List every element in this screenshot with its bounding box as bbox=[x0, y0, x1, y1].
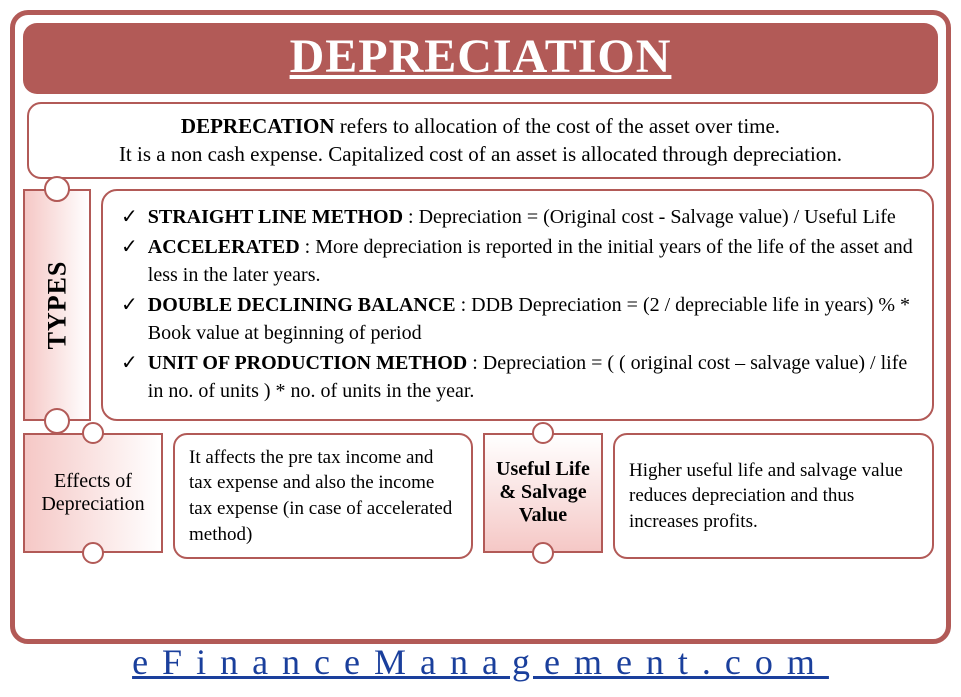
check-icon: ✓ bbox=[121, 203, 138, 231]
types-section: TYPES ✓ STRAIGHT LINE METHOD : Depreciat… bbox=[23, 189, 934, 421]
ticket-notch bbox=[44, 176, 70, 202]
ticket-notch bbox=[82, 542, 104, 564]
effects-label-ticket: Effects of Depreciation bbox=[23, 433, 163, 553]
ticket-notch bbox=[532, 422, 554, 444]
definition-box: DEPRECATION refers to allocation of the … bbox=[27, 102, 934, 179]
types-label: TYPES bbox=[42, 260, 72, 349]
type-item: ✓ STRAIGHT LINE METHOD : Depreciation = … bbox=[121, 203, 914, 231]
useful-text: Higher useful life and salvage value red… bbox=[629, 458, 918, 535]
useful-description: Higher useful life and salvage value red… bbox=[613, 433, 934, 560]
effects-label: Effects of Depreciation bbox=[33, 470, 153, 516]
ticket-notch bbox=[44, 408, 70, 434]
type-item: ✓ UNIT OF PRODUCTION METHOD : Depreciati… bbox=[121, 349, 914, 405]
definition-bold: DEPRECATION bbox=[181, 114, 335, 138]
check-icon: ✓ bbox=[121, 349, 138, 405]
types-content: ✓ STRAIGHT LINE METHOD : Depreciation = … bbox=[101, 189, 934, 421]
footer-link[interactable]: eFinanceManagement.com bbox=[0, 641, 961, 683]
type-item: ✓ DOUBLE DECLINING BALANCE : DDB Depreci… bbox=[121, 291, 914, 347]
ticket-notch bbox=[532, 542, 554, 564]
useful-label: Useful Life & Salvage Value bbox=[493, 458, 593, 527]
types-label-ticket: TYPES bbox=[23, 189, 91, 421]
check-icon: ✓ bbox=[121, 233, 138, 289]
title-banner: DEPRECIATION bbox=[23, 23, 938, 94]
type-item: ✓ ACCELERATED : More depreciation is rep… bbox=[121, 233, 914, 289]
type-desc: : Depreciation = (Original cost - Salvag… bbox=[403, 206, 896, 228]
bottom-row: Effects of Depreciation It affects the p… bbox=[23, 433, 934, 560]
definition-line1: DEPRECATION refers to allocation of the … bbox=[43, 112, 918, 140]
check-icon: ✓ bbox=[121, 291, 138, 347]
infographic-frame: DEPRECIATION DEPRECATION refers to alloc… bbox=[10, 10, 951, 644]
effects-description: It affects the pre tax income and tax ex… bbox=[173, 433, 473, 560]
definition-line2: It is a non cash expense. Capitalized co… bbox=[43, 140, 918, 168]
type-name: ACCELERATED bbox=[148, 236, 300, 258]
page-title: DEPRECIATION bbox=[23, 29, 938, 84]
effects-text: It affects the pre tax income and tax ex… bbox=[189, 445, 457, 548]
useful-label-ticket: Useful Life & Salvage Value bbox=[483, 433, 603, 553]
type-name: UNIT OF PRODUCTION METHOD bbox=[148, 352, 467, 374]
type-name: STRAIGHT LINE METHOD bbox=[148, 206, 403, 228]
definition-rest: refers to allocation of the cost of the … bbox=[335, 114, 781, 138]
ticket-notch bbox=[82, 422, 104, 444]
type-name: DOUBLE DECLINING BALANCE bbox=[148, 294, 456, 316]
